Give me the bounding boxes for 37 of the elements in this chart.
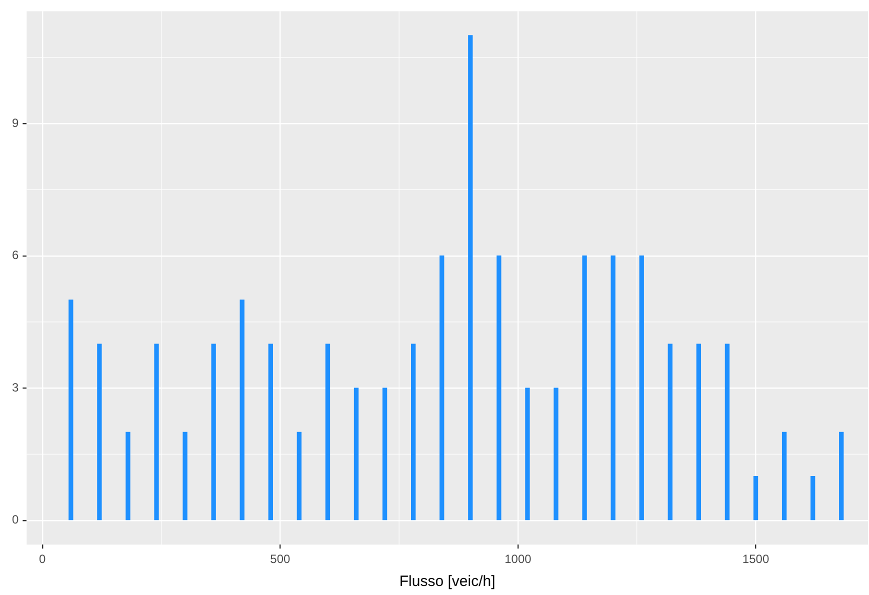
bar — [97, 344, 102, 520]
bar — [354, 388, 359, 520]
bar — [382, 388, 388, 520]
bar — [554, 388, 558, 520]
bar — [839, 432, 844, 520]
bar — [753, 476, 758, 520]
y-tick-label: 0 — [12, 512, 19, 527]
bar — [668, 344, 672, 520]
bar — [724, 344, 730, 520]
bar — [610, 256, 616, 520]
bar — [582, 256, 587, 520]
x-tick-label: 1500 — [742, 552, 770, 566]
bar — [810, 476, 816, 520]
bar — [154, 344, 159, 520]
bar — [126, 432, 130, 520]
bar — [639, 256, 644, 520]
bar — [268, 344, 273, 520]
bar — [296, 432, 302, 520]
bar — [496, 256, 502, 520]
bar — [411, 344, 416, 520]
bar — [182, 432, 188, 520]
bar — [325, 344, 330, 520]
bar — [782, 432, 787, 520]
y-tick-label: 3 — [12, 380, 19, 394]
bar — [68, 300, 74, 520]
bar — [440, 256, 444, 520]
bar — [211, 344, 216, 520]
y-tick-label: 9 — [12, 116, 19, 130]
y-tick-label: 6 — [12, 248, 19, 262]
bar — [468, 35, 473, 520]
bar — [240, 300, 244, 520]
x-axis-title: Flusso [veic/h] — [399, 573, 496, 590]
bar — [525, 388, 530, 520]
x-tick-label: 0 — [39, 552, 46, 566]
bar — [696, 344, 702, 520]
x-tick-label: 1000 — [504, 552, 532, 566]
x-tick-label: 500 — [270, 552, 290, 566]
